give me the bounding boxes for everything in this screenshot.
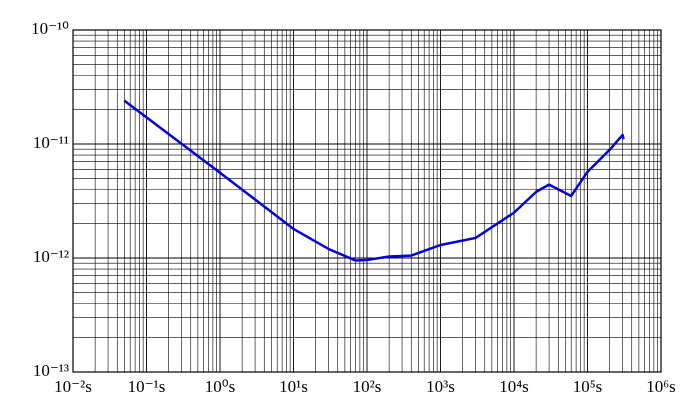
x-tick-label: 10⁵s: [573, 377, 603, 396]
x-tick-label: 10⁰s: [205, 377, 235, 396]
x-tick-label: 10⁻¹s: [128, 377, 166, 396]
y-tick-label: 10⁻¹³: [33, 361, 69, 380]
y-tick-label: 10⁻¹⁰: [31, 19, 69, 38]
x-tick-label: 10¹s: [279, 377, 308, 396]
x-tick-label: 10⁴s: [499, 377, 529, 396]
x-tick-label: 10³s: [426, 377, 455, 396]
x-tick-label: 10⁻²s: [54, 377, 92, 396]
y-tick-label: 10⁻¹¹: [33, 133, 69, 152]
x-tick-label: 10²s: [353, 377, 382, 396]
x-tick-label: 10⁶s: [646, 377, 676, 396]
data-line: [123, 99, 625, 262]
plot-frame: [72, 29, 662, 373]
y-tick-label: 10⁻¹²: [33, 247, 69, 266]
